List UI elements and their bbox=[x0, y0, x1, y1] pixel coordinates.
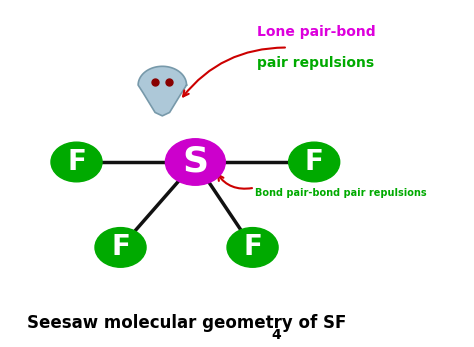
Text: 4: 4 bbox=[272, 328, 281, 342]
Text: S: S bbox=[182, 145, 209, 179]
Circle shape bbox=[165, 139, 225, 185]
Circle shape bbox=[51, 142, 102, 182]
Text: Lone pair-bond: Lone pair-bond bbox=[257, 25, 375, 39]
Circle shape bbox=[95, 228, 146, 267]
Text: F: F bbox=[305, 148, 324, 176]
Text: pair repulsions: pair repulsions bbox=[257, 56, 374, 70]
Circle shape bbox=[227, 228, 278, 267]
Text: Seesaw molecular geometry of SF: Seesaw molecular geometry of SF bbox=[27, 314, 346, 332]
Circle shape bbox=[289, 142, 340, 182]
Text: F: F bbox=[67, 148, 86, 176]
Text: Bond pair-bond pair repulsions: Bond pair-bond pair repulsions bbox=[255, 188, 427, 198]
Polygon shape bbox=[138, 66, 187, 116]
Text: F: F bbox=[243, 234, 262, 261]
Text: F: F bbox=[111, 234, 130, 261]
